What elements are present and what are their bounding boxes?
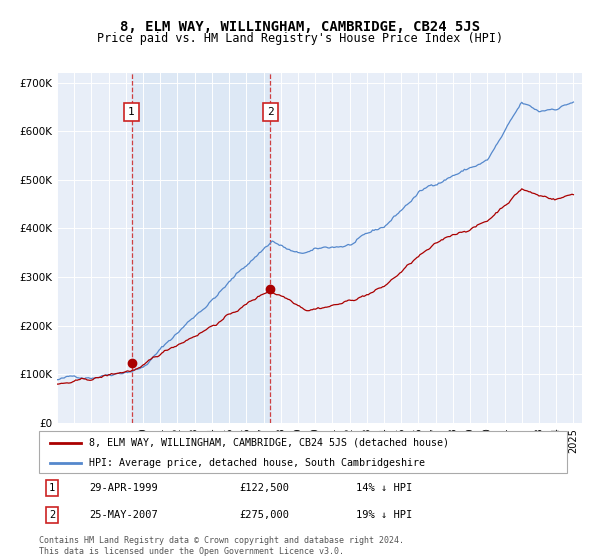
Text: Contains HM Land Registry data © Crown copyright and database right 2024.
This d: Contains HM Land Registry data © Crown c… (39, 536, 404, 556)
Text: £122,500: £122,500 (239, 483, 290, 493)
Text: 29-APR-1999: 29-APR-1999 (89, 483, 158, 493)
Text: 25-MAY-2007: 25-MAY-2007 (89, 510, 158, 520)
Text: 8, ELM WAY, WILLINGHAM, CAMBRIDGE, CB24 5JS (detached house): 8, ELM WAY, WILLINGHAM, CAMBRIDGE, CB24 … (89, 437, 449, 447)
Text: 2: 2 (49, 510, 55, 520)
Text: £275,000: £275,000 (239, 510, 290, 520)
Text: 1: 1 (49, 483, 55, 493)
Bar (131, 73, 270, 423)
Text: Price paid vs. HM Land Registry's House Price Index (HPI): Price paid vs. HM Land Registry's House … (97, 32, 503, 45)
Text: 14% ↓ HPI: 14% ↓ HPI (356, 483, 412, 493)
Text: 19% ↓ HPI: 19% ↓ HPI (356, 510, 412, 520)
Text: 2: 2 (267, 107, 274, 116)
Text: HPI: Average price, detached house, South Cambridgeshire: HPI: Average price, detached house, Sout… (89, 458, 425, 468)
Text: 8, ELM WAY, WILLINGHAM, CAMBRIDGE, CB24 5JS: 8, ELM WAY, WILLINGHAM, CAMBRIDGE, CB24 … (120, 20, 480, 34)
FancyBboxPatch shape (39, 431, 567, 473)
Text: 1: 1 (128, 107, 135, 116)
